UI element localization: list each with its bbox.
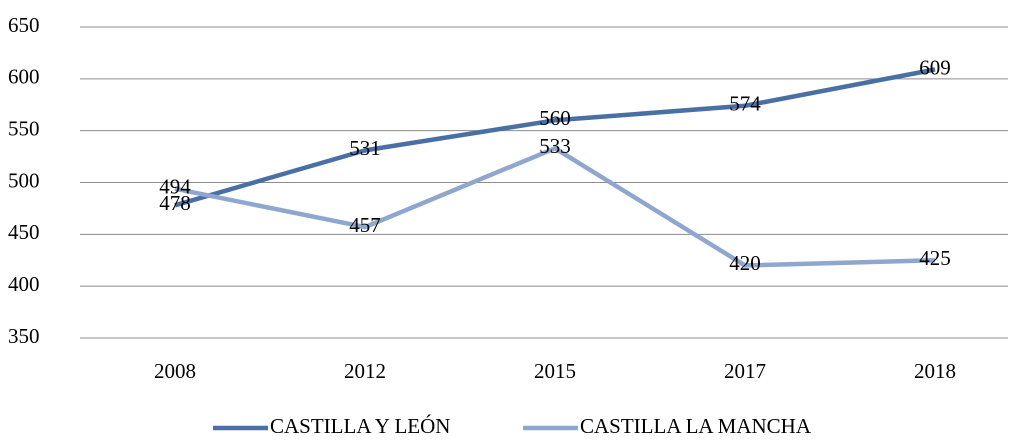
x-tick-label: 2017 [724, 359, 766, 383]
data-label: 533 [539, 134, 571, 158]
data-label: 560 [539, 106, 571, 130]
x-tick-label: 2008 [154, 359, 196, 383]
y-tick-label: 500 [8, 168, 40, 192]
data-label: 478 [159, 191, 191, 215]
legend-label: CASTILLA LA MANCHA [580, 414, 812, 438]
y-tick-label: 350 [8, 324, 40, 348]
y-tick-label: 600 [8, 65, 40, 89]
legend-label: CASTILLA Y LEÓN [270, 414, 450, 438]
y-tick-label: 550 [8, 116, 40, 140]
y-tick-label: 400 [8, 272, 40, 296]
data-label: 574 [729, 92, 761, 116]
y-tick-label: 450 [8, 220, 40, 244]
data-label: 494 [159, 175, 191, 199]
data-label: 609 [919, 55, 951, 79]
data-label: 531 [349, 136, 381, 160]
data-label: 420 [729, 251, 761, 275]
series-line [174, 146, 936, 268]
x-tick-label: 2015 [534, 359, 576, 383]
y-tick-label: 650 [8, 13, 40, 37]
series-line [174, 67, 936, 208]
data-label: 457 [349, 213, 381, 237]
x-tick-label: 2012 [344, 359, 386, 383]
x-tick-label: 2018 [914, 359, 956, 383]
data-label: 425 [919, 246, 951, 270]
